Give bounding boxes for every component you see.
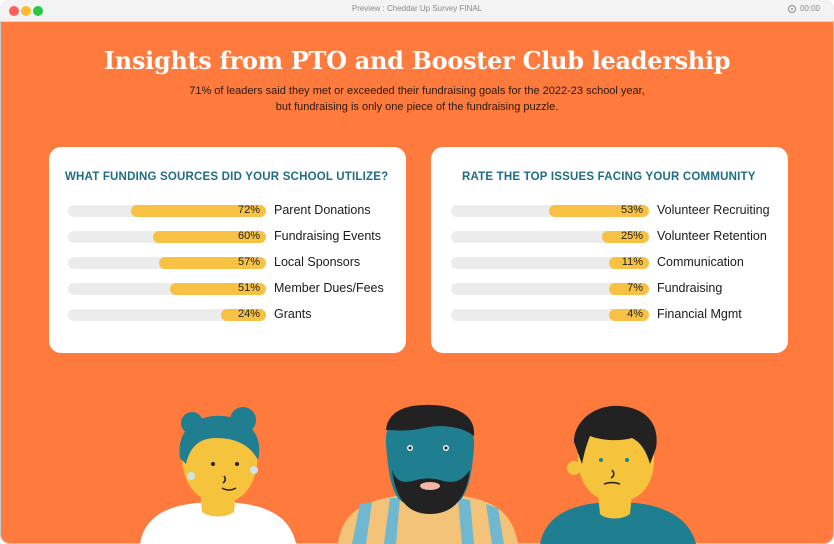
bar-percentage: 11%: [621, 256, 643, 268]
bar-track: 25%: [451, 230, 649, 243]
bar-track: 11%: [451, 256, 649, 269]
bar-track: 53%: [451, 204, 649, 217]
funding-sources-card: WHAT FUNDING SOURCES DID YOUR SCHOOL UTI…: [49, 147, 406, 353]
bar-percentage: 51%: [237, 282, 260, 294]
bar-percentage: 4%: [627, 308, 643, 320]
woman-with-blue-hair-figure: [140, 407, 296, 544]
bar-track: 60%: [68, 230, 266, 243]
window-title: Preview : Cheddar Up Survey FINAL: [351, 4, 483, 13]
bar-track: 72%: [68, 204, 266, 217]
record-icon: [787, 4, 796, 13]
bar-percentage: 57%: [237, 256, 260, 268]
man-with-dark-hair-figure: [540, 405, 696, 544]
bar-label: Communication: [657, 255, 744, 269]
close-window-button[interactable]: [9, 6, 19, 16]
bar-track: 57%: [68, 256, 266, 269]
top-issues-title: RATE THE TOP ISSUES FACING YOUR COMMUNIT…: [462, 171, 756, 183]
bar-track: 7%: [451, 282, 649, 295]
bar-percentage: 7%: [627, 282, 643, 294]
funding-sources-title: WHAT FUNDING SOURCES DID YOUR SCHOOL UTI…: [65, 171, 389, 183]
top-issues-card: RATE THE TOP ISSUES FACING YOUR COMMUNIT…: [431, 147, 788, 353]
bar-label: Member Dues/Fees: [274, 281, 384, 295]
bar-percentage: 60%: [237, 230, 260, 242]
minimize-window-button[interactable]: [21, 6, 31, 16]
bar-label: Local Sponsors: [274, 255, 361, 269]
bar-fill: [170, 283, 266, 295]
bar-percentage: 53%: [620, 204, 643, 216]
bar-fill: [130, 205, 266, 217]
bar-fill: [153, 231, 266, 243]
bar-label: Fundraising: [657, 281, 723, 295]
subtitle-line-1: 71% of leaders said they met or exceeded…: [189, 85, 645, 97]
bar-fill: [601, 231, 649, 243]
bar-fill: [609, 309, 649, 321]
bar-fill: [609, 257, 649, 269]
bar-label: Parent Donations: [274, 203, 371, 217]
recording-timer[interactable]: 00:00: [787, 4, 820, 13]
bar-label: Volunteer Retention: [657, 229, 767, 243]
bar-fill: [220, 309, 266, 321]
title-bar: Preview : Cheddar Up Survey FINAL 00:00: [0, 0, 834, 22]
bar-label: Grants: [274, 307, 312, 321]
people-illustration: [140, 404, 696, 544]
maximize-window-button[interactable]: [33, 6, 43, 16]
subtitle-line-2: but fundraising is only one piece of the…: [275, 101, 559, 113]
bar-track: 24%: [68, 308, 266, 321]
bar-label: Volunteer Recruiting: [657, 203, 770, 217]
bar-percentage: 24%: [237, 308, 260, 320]
bar-fill: [158, 257, 266, 269]
bar-label: Fundraising Events: [274, 229, 382, 243]
bearded-man-figure: [338, 404, 518, 544]
bar-fill: [549, 205, 649, 217]
bar-fill: [609, 283, 649, 295]
bar-track: 4%: [451, 308, 649, 321]
bar-label: Financial Mgmt: [657, 307, 742, 321]
bar-percentage: 25%: [620, 230, 643, 242]
timer-text: 00:00: [799, 4, 820, 13]
bar-percentage: 72%: [237, 204, 260, 216]
page-title: Insights from PTO and Booster Club leade…: [103, 46, 731, 75]
bar-track: 51%: [68, 282, 266, 295]
